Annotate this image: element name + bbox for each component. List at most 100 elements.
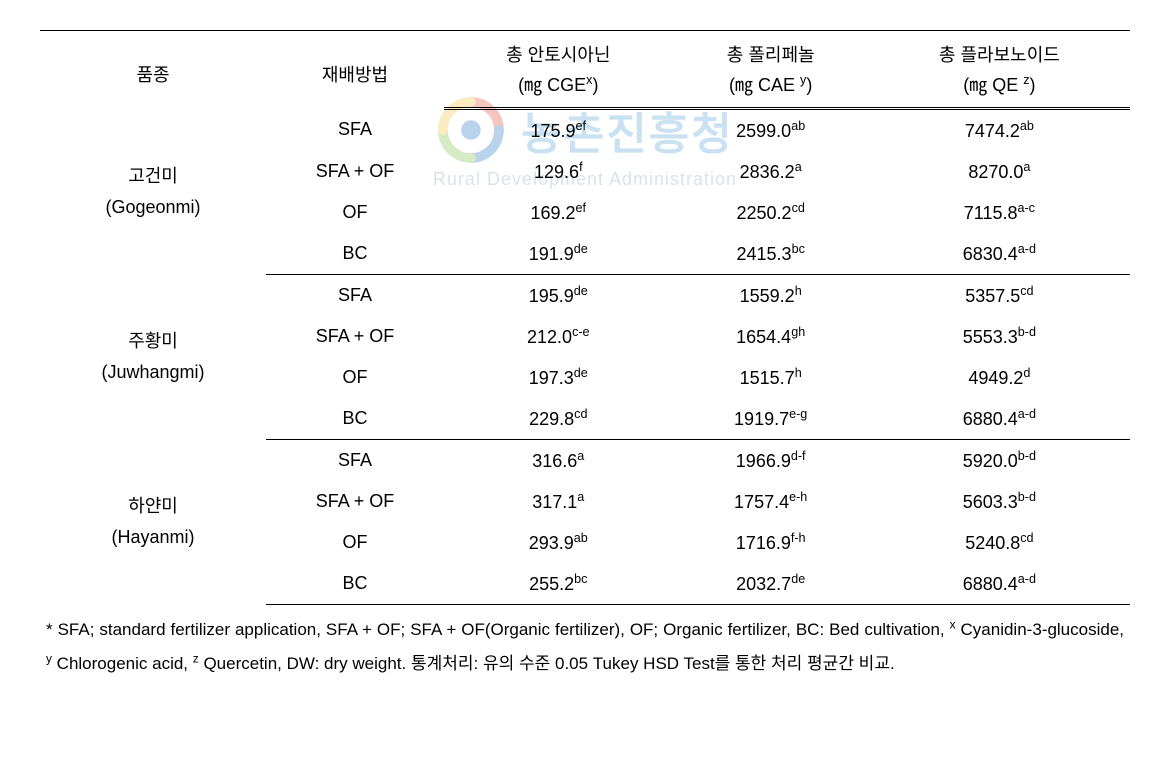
method-cell: SFA + OF — [266, 481, 444, 522]
value: 2415.3 — [737, 244, 792, 264]
sig-letter: de — [574, 366, 588, 380]
polyphenol-cell: 1919.7e-g — [673, 398, 869, 440]
col-variety: 품종 — [40, 31, 266, 109]
col-flavonoid-unit: (㎎ QE z) — [869, 69, 1130, 109]
sig-letter: de — [574, 242, 588, 256]
value: 1716.9 — [736, 533, 791, 553]
anthocyanin-cell: 195.9de — [444, 275, 673, 317]
sig-letter: ab — [791, 119, 805, 133]
sig-letter: h — [795, 284, 802, 298]
anthocyanin-cell: 212.0c-e — [444, 316, 673, 357]
method-cell: OF — [266, 357, 444, 398]
method-cell: SFA + OF — [266, 316, 444, 357]
sig-letter: bc — [574, 572, 587, 586]
polyphenol-cell: 1515.7h — [673, 357, 869, 398]
method-cell: BC — [266, 563, 444, 605]
polyphenol-cell: 1559.2h — [673, 275, 869, 317]
variety-cell: 하얀미(Hayanmi) — [40, 440, 266, 605]
value: 229.8 — [529, 409, 574, 429]
value: 8270.0 — [968, 162, 1023, 182]
sig-letter: ab — [1020, 119, 1034, 133]
method-cell: SFA — [266, 275, 444, 317]
value: 1966.9 — [736, 451, 791, 471]
sig-letter: e-g — [789, 407, 807, 421]
header-row-1: 품종 재배방법 총 안토시아닌 총 폴리페놀 총 플라보노이드 — [40, 31, 1130, 70]
footnote-text: Quercetin, DW: dry weight. 통계처리: 유의 수준 0… — [199, 654, 895, 673]
value: 197.3 — [529, 368, 574, 388]
sig-letter: b-d — [1018, 490, 1036, 504]
variety-cell: 고건미(Gogeonmi) — [40, 109, 266, 275]
value: 7474.2 — [965, 121, 1020, 141]
sig-letter: a-d — [1018, 572, 1036, 586]
flavonoid-cell: 4949.2d — [869, 357, 1130, 398]
value: 316.6 — [532, 451, 577, 471]
flavonoid-cell: 6830.4a-d — [869, 233, 1130, 275]
method-cell: SFA + OF — [266, 151, 444, 192]
value: 195.9 — [529, 286, 574, 306]
polyphenol-cell: 2599.0ab — [673, 109, 869, 152]
sig-letter: cd — [1020, 531, 1033, 545]
variety-cell: 주황미(Juwhangmi) — [40, 275, 266, 440]
value: 6880.4 — [963, 409, 1018, 429]
value: 2032.7 — [736, 574, 791, 594]
unit-text: ) — [806, 75, 812, 95]
anthocyanin-cell: 317.1a — [444, 481, 673, 522]
value: 255.2 — [529, 574, 574, 594]
flavonoid-cell: 8270.0a — [869, 151, 1130, 192]
sig-letter: a-d — [1018, 407, 1036, 421]
polyphenol-cell: 2415.3bc — [673, 233, 869, 275]
value: 317.1 — [532, 492, 577, 512]
value: 5603.3 — [963, 492, 1018, 512]
variety-name-ko: 고건미 — [46, 161, 260, 192]
col-flavonoid-label: 총 플라보노이드 — [869, 31, 1130, 70]
anthocyanin-cell: 293.9ab — [444, 522, 673, 563]
unit-text: (㎎ CAE — [729, 75, 800, 95]
value: 212.0 — [527, 327, 572, 347]
unit-text: ) — [1030, 75, 1036, 95]
variety-name-ko: 하얀미 — [46, 491, 260, 522]
sig-letter: c-e — [572, 325, 590, 339]
col-polyphenol-unit: (㎎ CAE y) — [673, 69, 869, 109]
polyphenol-cell: 2836.2a — [673, 151, 869, 192]
anthocyanin-cell: 255.2bc — [444, 563, 673, 605]
value: 5920.0 — [963, 451, 1018, 471]
footnote-text: Cyanidin-3-glucoside, — [956, 620, 1124, 639]
value: 6830.4 — [963, 244, 1018, 264]
sig-letter: h — [795, 366, 802, 380]
anthocyanin-cell: 175.9ef — [444, 109, 673, 152]
value: 2250.2 — [737, 203, 792, 223]
value: 169.2 — [531, 203, 576, 223]
anthocyanin-cell: 197.3de — [444, 357, 673, 398]
value: 293.9 — [529, 533, 574, 553]
polyphenol-cell: 1716.9f-h — [673, 522, 869, 563]
sig-letter: d — [1023, 366, 1030, 380]
sig-letter: a — [577, 449, 584, 463]
col-anthocyanin-label: 총 안토시아닌 — [444, 31, 673, 70]
sig-letter: f — [579, 160, 583, 174]
value: 1919.7 — [734, 409, 789, 429]
polyphenol-cell: 1757.4e-h — [673, 481, 869, 522]
method-cell: BC — [266, 398, 444, 440]
value: 2836.2 — [740, 162, 795, 182]
flavonoid-cell: 6880.4a-d — [869, 563, 1130, 605]
variety-name-ko: 주황미 — [46, 326, 260, 357]
polyphenol-cell: 1966.9d-f — [673, 440, 869, 482]
data-table: 품종 재배방법 총 안토시아닌 총 폴리페놀 총 플라보노이드 (㎎ CGEx)… — [40, 30, 1130, 605]
col-anthocyanin-unit: (㎎ CGEx) — [444, 69, 673, 109]
anthocyanin-cell: 169.2ef — [444, 192, 673, 233]
value: 1515.7 — [740, 368, 795, 388]
table-row: 하얀미(Hayanmi)SFA316.6a1966.9d-f5920.0b-d — [40, 440, 1130, 482]
sig-letter: a-c — [1017, 201, 1035, 215]
footnote: * SFA; standard fertilizer application, … — [40, 613, 1130, 681]
table-row: 고건미(Gogeonmi)SFA175.9ef2599.0ab7474.2ab — [40, 109, 1130, 152]
sig-letter: e-h — [789, 490, 807, 504]
flavonoid-cell: 5240.8cd — [869, 522, 1130, 563]
method-cell: SFA — [266, 109, 444, 152]
sig-letter: ef — [576, 119, 587, 133]
method-cell: OF — [266, 522, 444, 563]
anthocyanin-cell: 316.6a — [444, 440, 673, 482]
footnote-text: Chlorogenic acid, — [52, 654, 193, 673]
footnote-star: * — [46, 620, 53, 639]
col-method: 재배방법 — [266, 31, 444, 109]
unit-text: ) — [592, 75, 598, 95]
